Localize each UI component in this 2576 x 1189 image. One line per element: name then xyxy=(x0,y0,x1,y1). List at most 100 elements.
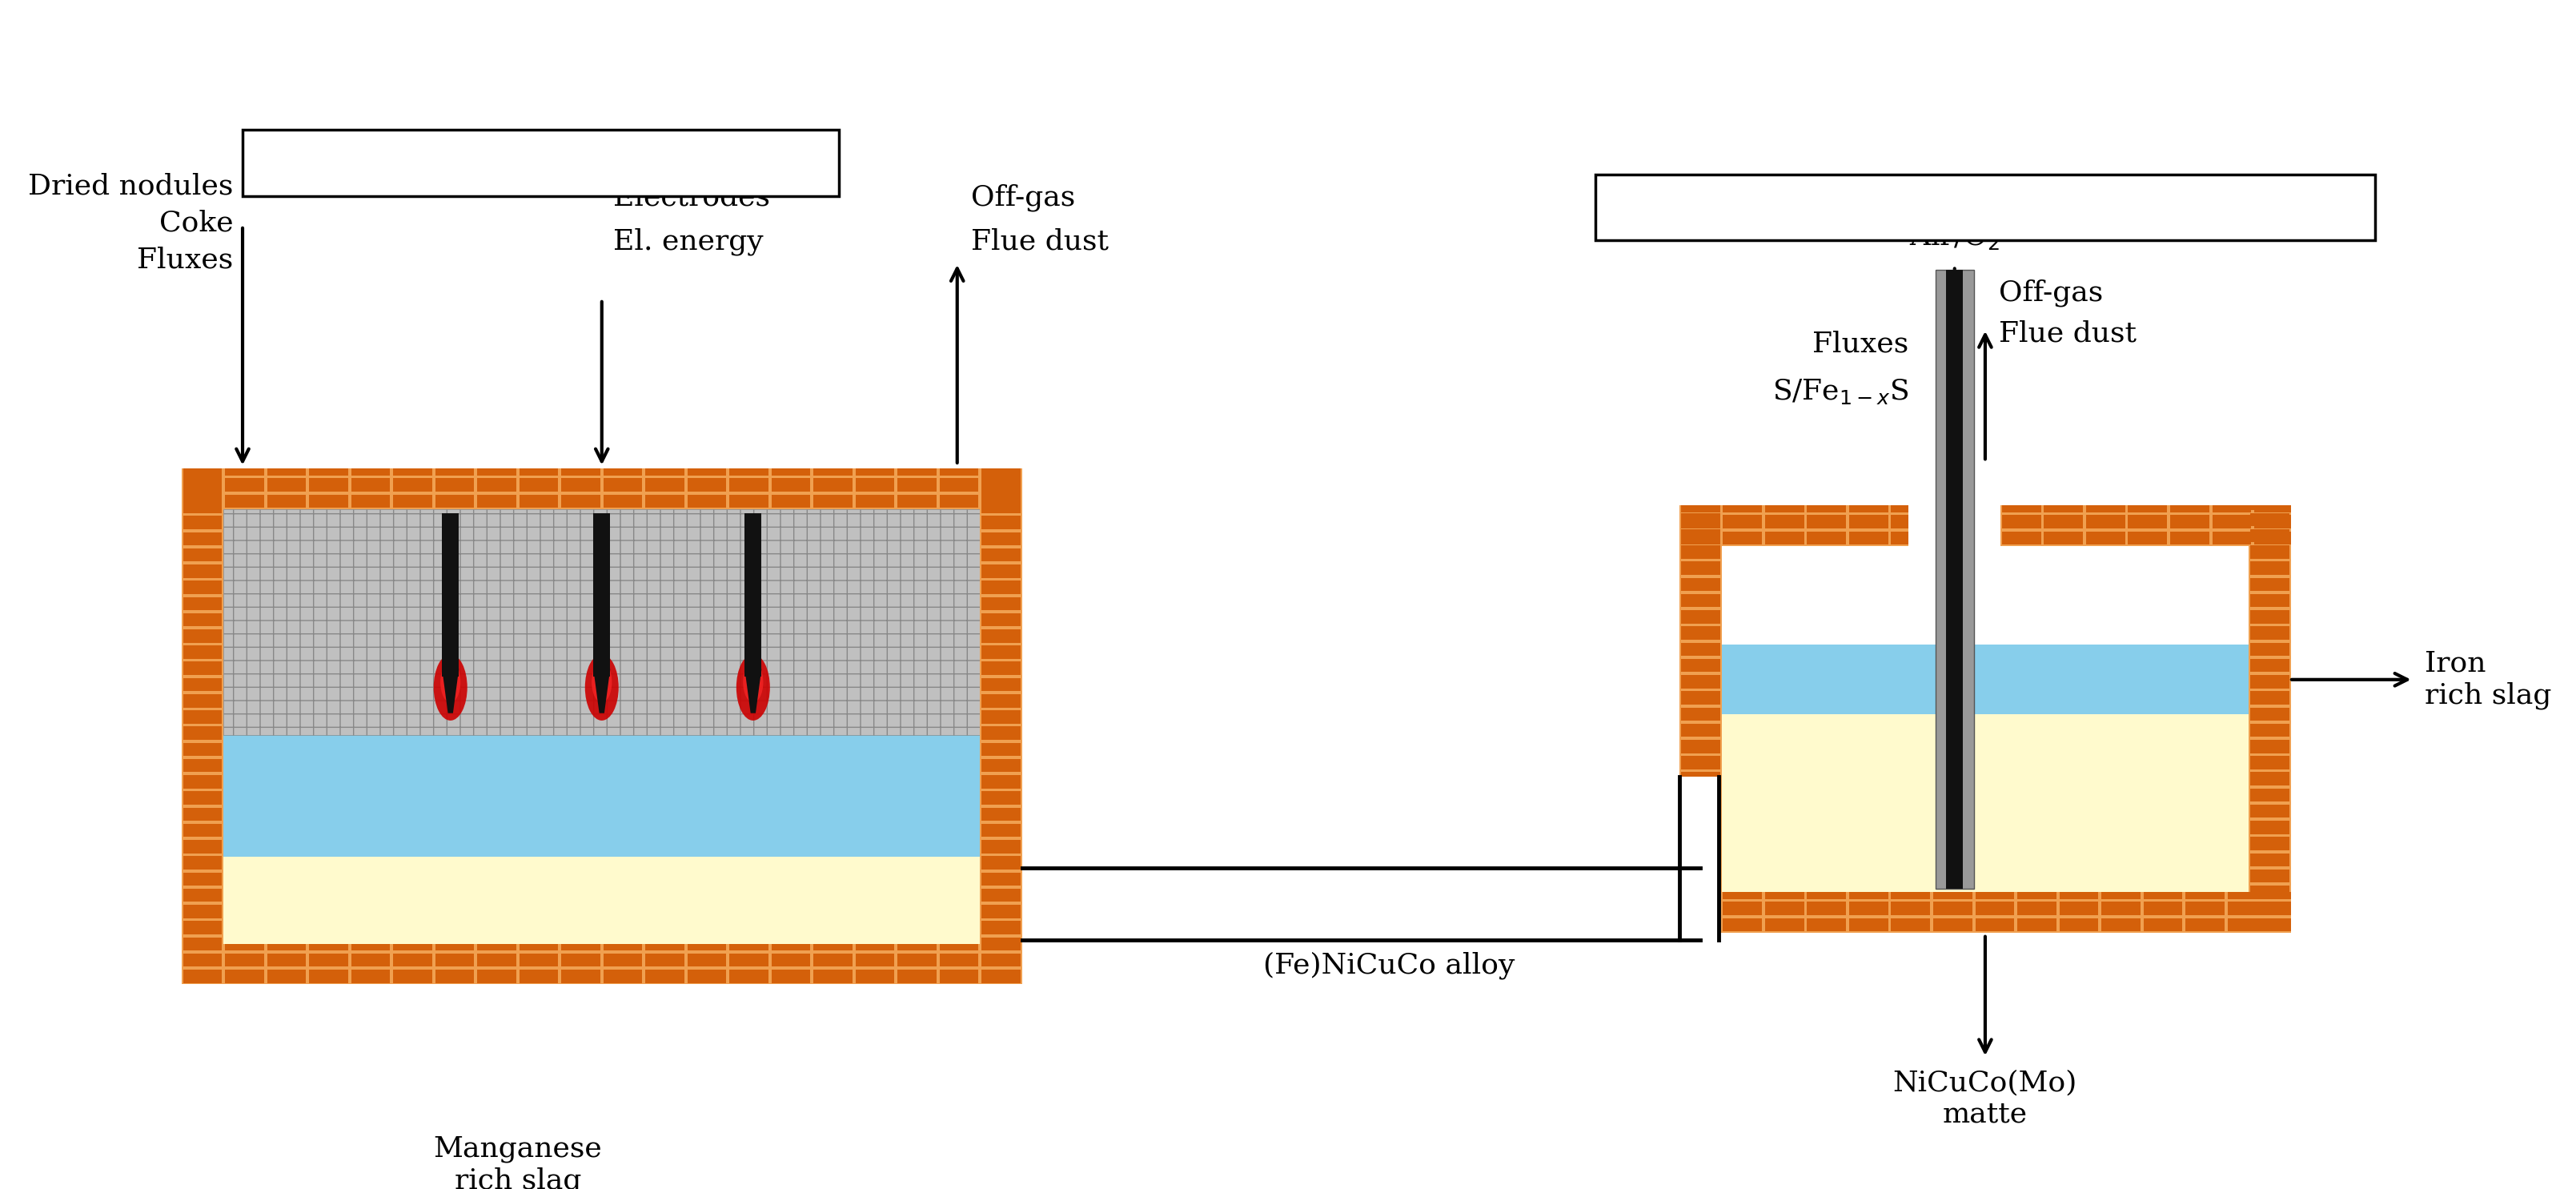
Bar xyxy=(2251,627,2290,640)
Bar xyxy=(2249,505,2290,933)
Bar xyxy=(2184,918,2226,931)
Bar xyxy=(1808,505,1847,512)
Bar xyxy=(435,478,474,491)
Bar xyxy=(1682,892,1721,899)
Bar xyxy=(729,969,768,983)
Text: El. energy: El. energy xyxy=(613,227,762,256)
Bar xyxy=(1682,505,1721,512)
Bar xyxy=(2002,505,2040,512)
Text: Coke: Coke xyxy=(160,209,234,237)
Text: Electrodes: Electrodes xyxy=(613,184,770,210)
Bar xyxy=(855,478,894,491)
Bar xyxy=(268,944,307,950)
Bar xyxy=(183,921,222,935)
Bar xyxy=(1682,512,1721,527)
Bar xyxy=(477,954,515,967)
Bar xyxy=(520,478,559,491)
Bar xyxy=(183,495,222,508)
Bar xyxy=(350,969,389,983)
Bar xyxy=(1723,515,1762,528)
Bar xyxy=(2251,610,2290,623)
Polygon shape xyxy=(592,669,611,713)
Bar xyxy=(183,614,222,627)
Bar xyxy=(350,944,389,950)
Bar xyxy=(350,954,389,967)
Bar xyxy=(981,614,1020,627)
Bar xyxy=(350,478,389,491)
Bar xyxy=(183,629,222,642)
Bar xyxy=(183,905,222,918)
Bar xyxy=(1682,546,1721,559)
Bar xyxy=(2128,505,2166,512)
Bar xyxy=(2228,892,2267,899)
Bar xyxy=(2043,515,2084,528)
Ellipse shape xyxy=(747,668,757,687)
Bar xyxy=(435,954,474,967)
Text: Oxidizing and converting: Oxidizing and converting xyxy=(1757,190,2213,225)
Bar xyxy=(180,468,224,984)
Bar xyxy=(940,468,979,476)
Bar xyxy=(2002,515,2040,528)
Bar xyxy=(394,478,433,491)
Bar xyxy=(2002,531,2040,545)
Bar xyxy=(1932,892,1973,899)
Bar xyxy=(183,580,222,594)
Bar xyxy=(1850,901,1888,916)
Bar xyxy=(855,468,894,476)
Bar xyxy=(729,954,768,967)
Bar xyxy=(981,580,1020,594)
Bar xyxy=(981,921,1020,935)
Bar xyxy=(814,969,853,983)
Bar xyxy=(2184,892,2226,899)
Bar xyxy=(1682,529,1721,542)
Bar xyxy=(981,662,1020,675)
Bar xyxy=(2043,505,2084,512)
Bar xyxy=(2251,901,2290,916)
Bar xyxy=(981,533,1020,546)
Bar xyxy=(981,969,1020,983)
Bar xyxy=(562,969,600,983)
Bar xyxy=(1680,505,1909,546)
Bar xyxy=(688,495,726,508)
Bar xyxy=(2087,531,2125,545)
Bar xyxy=(729,944,768,950)
Bar xyxy=(224,857,979,944)
Bar xyxy=(1850,505,1888,512)
Bar xyxy=(770,495,811,508)
Bar xyxy=(1947,270,1963,888)
Bar xyxy=(2002,505,2290,546)
Bar xyxy=(183,856,222,869)
Bar xyxy=(2269,918,2290,931)
Bar xyxy=(688,944,726,950)
Bar xyxy=(2058,918,2099,931)
Bar xyxy=(1891,515,1909,528)
Bar xyxy=(770,468,811,476)
Bar xyxy=(770,478,811,491)
Bar xyxy=(981,726,1020,740)
Bar xyxy=(981,824,1020,837)
Ellipse shape xyxy=(592,662,613,703)
Bar xyxy=(183,468,222,476)
Bar xyxy=(183,969,222,983)
Bar xyxy=(1682,515,1721,528)
Bar xyxy=(183,499,222,512)
Bar xyxy=(981,694,1020,707)
Bar xyxy=(647,495,685,508)
Bar xyxy=(2251,659,2290,672)
Bar xyxy=(1808,918,1847,931)
Bar xyxy=(224,478,263,491)
Bar xyxy=(242,130,840,196)
Bar xyxy=(183,565,222,578)
Bar xyxy=(2251,869,2290,882)
Bar xyxy=(1682,901,1721,916)
Bar xyxy=(647,478,685,491)
Bar xyxy=(688,468,726,476)
Bar xyxy=(855,954,894,967)
Bar xyxy=(1682,837,1721,850)
Bar xyxy=(1932,901,1973,916)
Bar xyxy=(981,888,1020,901)
Bar xyxy=(1682,659,1721,672)
Bar xyxy=(981,565,1020,578)
Bar xyxy=(1682,675,1721,688)
Bar xyxy=(940,495,979,508)
